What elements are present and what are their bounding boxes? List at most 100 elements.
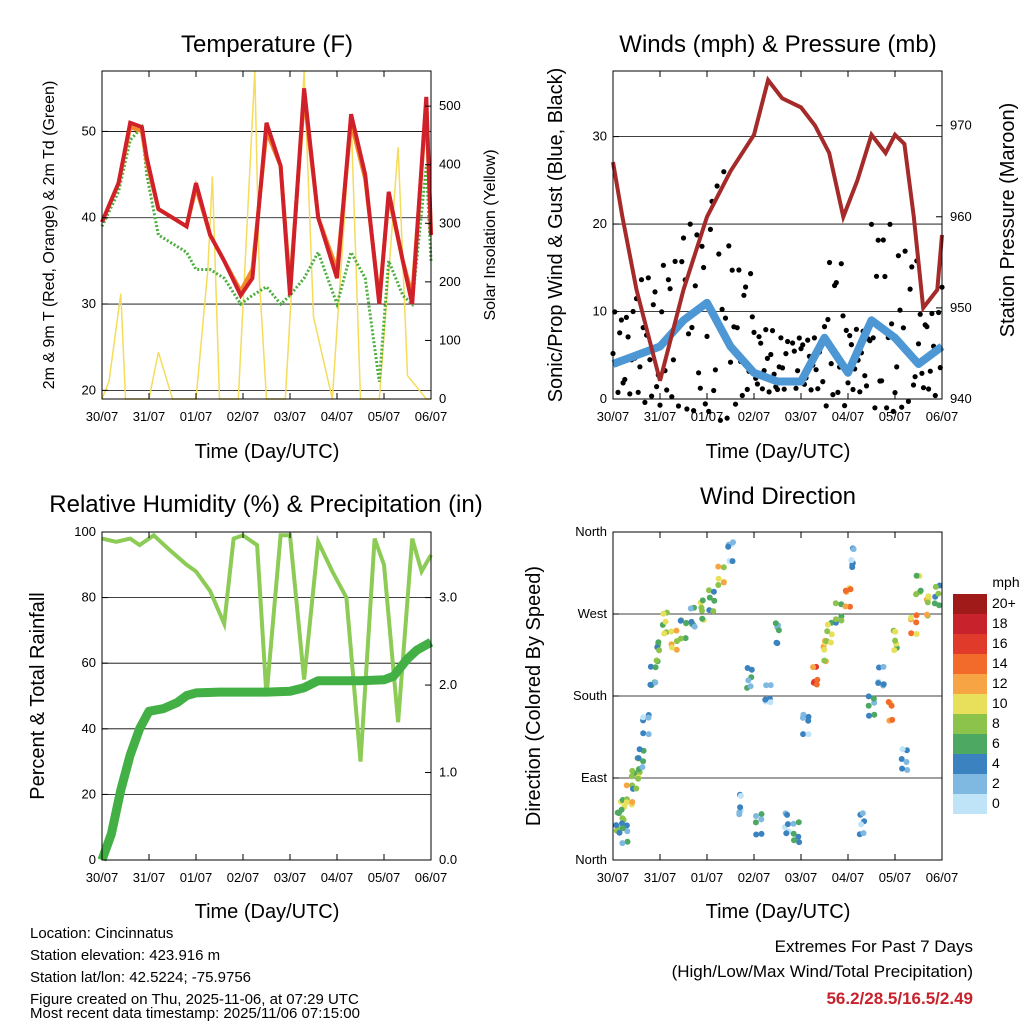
gust-point xyxy=(879,378,885,384)
gust-point xyxy=(872,405,878,411)
gust-point xyxy=(805,337,811,343)
gust-point xyxy=(910,382,917,388)
direction-point xyxy=(924,611,930,618)
direction-point xyxy=(876,664,882,671)
y-tick-label: 50 xyxy=(82,123,96,138)
gust-point xyxy=(726,243,732,249)
gust-point xyxy=(820,379,826,385)
gust-point xyxy=(647,357,653,363)
x-tick-label: 01/07 xyxy=(180,870,213,885)
direction-point xyxy=(677,635,684,642)
direction-point xyxy=(795,833,802,840)
legend-swatch xyxy=(953,714,987,734)
direction-point xyxy=(899,765,906,772)
direction-point xyxy=(668,644,675,651)
gust-point xyxy=(909,264,915,270)
gust-point xyxy=(729,267,735,273)
gust-point xyxy=(716,251,722,257)
legend-swatch xyxy=(953,754,987,774)
gust-point xyxy=(783,351,789,357)
gust-point xyxy=(732,401,739,407)
gust-point xyxy=(857,389,863,395)
gust-point xyxy=(652,289,658,295)
gust-point xyxy=(743,284,749,290)
direction-point xyxy=(775,627,782,634)
direction-point xyxy=(706,594,713,601)
gust-point xyxy=(845,380,851,386)
gust-point xyxy=(920,385,927,391)
gust-point xyxy=(843,327,849,333)
gust-point xyxy=(825,316,831,323)
y-tick-label: 940 xyxy=(950,391,972,406)
direction-point xyxy=(903,759,910,765)
gust-point xyxy=(635,389,641,395)
gust-point xyxy=(615,389,621,395)
x-tick-label: 04/07 xyxy=(832,409,865,424)
direction-point xyxy=(814,676,821,683)
gust-point xyxy=(722,315,729,321)
x-tick-label: 06/07 xyxy=(415,870,448,885)
direction-point xyxy=(673,627,680,634)
gust-point xyxy=(830,392,836,398)
gust-point xyxy=(790,340,796,346)
gust-point xyxy=(768,351,774,358)
extremes-values: 56.2/28.5/16.5/2.49 xyxy=(826,989,973,1008)
gust-point xyxy=(826,259,833,266)
winds-y2-label: Station Pressure (Maroon) xyxy=(997,103,1019,338)
direction-y-label: Direction (Colored By Speed) xyxy=(523,566,545,826)
gust-point xyxy=(813,367,819,373)
humidity-title: Relative Humidity (%) & Precipitation (i… xyxy=(49,491,482,518)
direction-point xyxy=(640,714,647,721)
gust-point xyxy=(764,355,771,361)
x-tick-label: 02/07 xyxy=(738,409,771,424)
direction-point xyxy=(715,575,722,582)
y-tick-label: 10 xyxy=(593,304,607,319)
legend-label: 8 xyxy=(992,715,1000,731)
x-tick-label: 31/07 xyxy=(644,409,677,424)
info-created: Figure created on Thu, 2025-11-06, at 07… xyxy=(30,991,359,1008)
direction-point xyxy=(847,603,853,610)
gust-point xyxy=(926,386,932,392)
y-tick-label: 20 xyxy=(82,786,96,801)
direction-point xyxy=(827,639,834,646)
direction-point xyxy=(932,583,939,590)
direction-point xyxy=(673,646,680,653)
direction-point xyxy=(899,746,906,753)
humidity-x-label: Time (Day/UTC) xyxy=(195,901,340,923)
direction-point xyxy=(706,587,712,594)
direction-point xyxy=(865,693,872,700)
y-tick-label: 80 xyxy=(82,590,96,605)
gust-point xyxy=(897,307,903,313)
legend-swatch xyxy=(953,694,987,714)
direction-point xyxy=(772,620,779,627)
gust-point xyxy=(848,342,855,348)
direction-title: Wind Direction xyxy=(700,483,856,510)
direction-point xyxy=(763,682,770,689)
direction-point xyxy=(660,610,667,617)
gust-point xyxy=(645,275,651,281)
x-tick-label: 05/07 xyxy=(368,409,401,424)
direction-point xyxy=(891,647,898,654)
direction-point xyxy=(858,821,865,828)
x-tick-label: 04/07 xyxy=(321,409,354,424)
direction-point xyxy=(623,782,630,789)
gust-point xyxy=(902,248,908,254)
gust-point xyxy=(734,325,740,331)
y-tick-label: 970 xyxy=(950,118,972,133)
direction-point xyxy=(842,603,849,610)
gust-point xyxy=(689,324,695,331)
winds-x-label: Time (Day/UTC) xyxy=(706,441,851,463)
direction-point xyxy=(913,619,920,626)
y-tick-label: 3.0 xyxy=(439,590,457,605)
gust-point xyxy=(637,364,643,370)
direction-point xyxy=(619,825,626,832)
gust-point xyxy=(867,338,873,344)
direction-point xyxy=(624,838,631,845)
direction-point xyxy=(783,830,790,837)
direction-point xyxy=(908,630,915,637)
gust-point xyxy=(919,370,925,376)
x-tick-label: 30/07 xyxy=(86,409,119,424)
gust-point xyxy=(796,335,802,341)
x-tick-label: 04/07 xyxy=(321,870,354,885)
winds-plot-frame xyxy=(612,70,943,400)
